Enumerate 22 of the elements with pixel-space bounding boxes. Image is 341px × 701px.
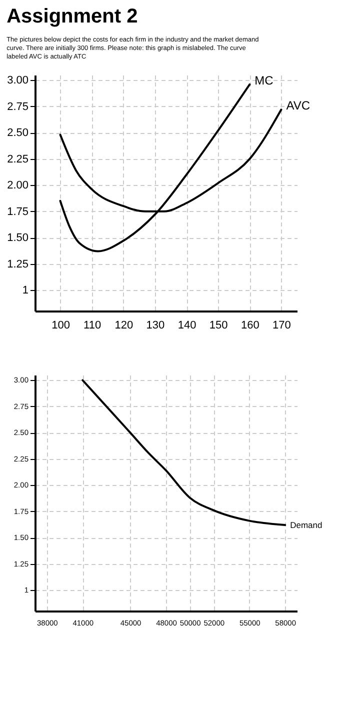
y-tick-label: 2.00	[7, 180, 28, 192]
y-tick-label: 3.00	[7, 74, 28, 87]
x-tick-label: 170	[272, 320, 291, 332]
x-tick-label: 110	[84, 320, 102, 332]
x-tick-label: 140	[178, 320, 196, 332]
series-label: Demand	[290, 520, 322, 530]
series-label: MC	[254, 73, 274, 88]
x-tick-label: 100	[52, 320, 70, 332]
x-tick-label: 150	[209, 320, 228, 332]
chart-title: Assignment 2	[6, 6, 138, 28]
series-label: AVC	[286, 98, 310, 113]
y-tick-label: 2.50	[7, 127, 28, 140]
y-tick-label: 2.25	[7, 153, 28, 166]
y-tick-label: 1.75	[7, 206, 28, 218]
x-tick-label: 120	[114, 320, 134, 332]
y-tick-label: 1.25	[7, 258, 28, 270]
x-tick-label: 130	[146, 320, 165, 332]
line-series	[82, 379, 286, 526]
x-tick-label: 160	[240, 320, 260, 332]
y-tick-label: 1	[22, 284, 28, 297]
y-tick-label: 2.75	[7, 100, 28, 113]
y-tick-label: 1.50	[7, 232, 28, 244]
